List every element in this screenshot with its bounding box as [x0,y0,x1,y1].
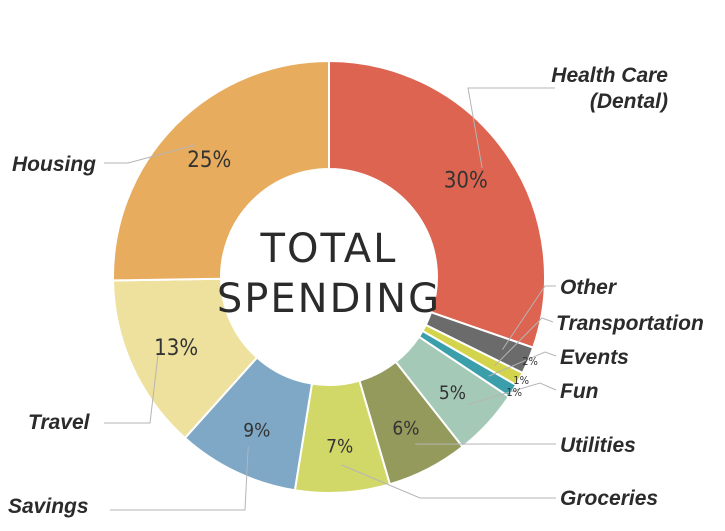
percent-label-other: 2% [522,355,538,368]
category-label-groceries: Groceries [560,487,658,510]
percent-label-fun: 5% [439,382,466,404]
leader-line-savings [110,446,249,511]
leader-line-fun [466,382,557,406]
leader-lines-group [104,87,557,511]
leader-line-events [488,351,557,377]
leader-line-transportation [494,317,554,367]
center-title-line-1: TOTAL [260,226,398,272]
leader-line-groceries [340,464,556,499]
category-label-savings: Savings [8,495,89,518]
leader-line-other [501,285,556,350]
percent-label-utilities: 6% [392,417,419,439]
category-label-fun: Fun [560,380,598,403]
percent-label-savings: 9% [243,420,270,442]
percent-label-travel: 13% [154,336,198,361]
category-label-transportation: Transportation [556,312,704,335]
percent-label-events: 1% [506,386,522,399]
slices-group [112,59,546,494]
category-label-events: Events [560,346,629,369]
leader-line-travel [104,355,159,424]
category-labels-group: Health Care (Dental) Other Transportation Ev… [8,64,704,518]
leader-line-housing [104,144,196,164]
category-label-health-care-dental: Health Care (Dental) [551,64,668,113]
percent-labels-group: 30% 2% 1%1% 5% 6% 7% 9% 13% 25% [154,148,538,458]
percent-label-health-care-dental: 30% [444,169,488,194]
category-label-utilities: Utilities [560,434,636,457]
percent-label-housing: 25% [187,148,231,173]
category-label-other: Other [560,276,618,299]
percent-label-groceries: 7% [326,436,353,458]
donut-hole [221,169,437,385]
center-title-line-2: SPENDING [217,276,441,322]
category-label-housing: Housing [12,153,96,176]
percent-label-transportation: 1% [513,374,529,387]
leader-line-health-care-dental [467,87,555,169]
category-label-travel: Travel [28,411,91,434]
